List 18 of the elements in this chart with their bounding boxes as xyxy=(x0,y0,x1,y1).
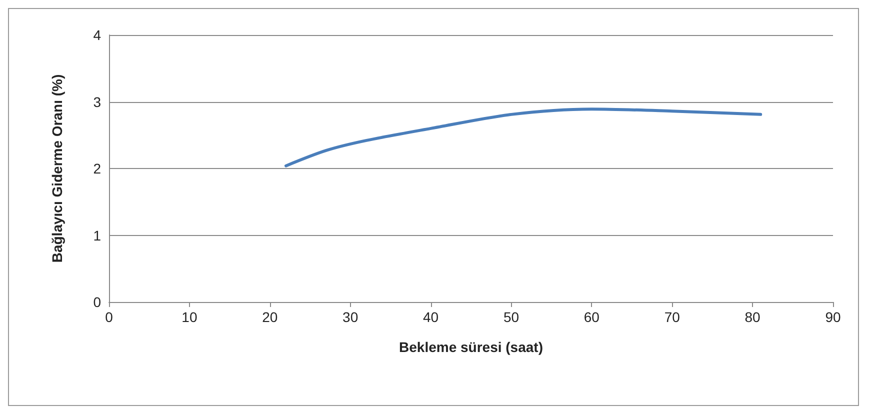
y-tick-label: 4 xyxy=(93,27,102,43)
x-tick-label: 90 xyxy=(825,309,841,325)
x-tick-label: 20 xyxy=(262,309,278,325)
line-series xyxy=(284,108,762,168)
x-tick-label: 80 xyxy=(744,309,761,325)
y-tick-label: 0 xyxy=(93,294,102,310)
x-tick-label: 40 xyxy=(422,309,439,325)
x-tick-label: 70 xyxy=(664,309,680,325)
x-tick-label: 60 xyxy=(584,309,600,325)
x-tick-label: 10 xyxy=(182,309,198,325)
x-axis-title: Bekleme süresi (saat) xyxy=(399,339,543,355)
x-tick-label: 30 xyxy=(342,309,358,325)
y-tick-label: 1 xyxy=(93,227,102,244)
y-tick-label: 2 xyxy=(93,160,102,176)
x-tick-label: 0 xyxy=(105,309,114,325)
x-tick-label: 50 xyxy=(503,309,520,325)
y-tick-label: 3 xyxy=(93,94,102,110)
y-axis-title: Bağlayıcı Giderme Oranı (%) xyxy=(49,74,65,263)
